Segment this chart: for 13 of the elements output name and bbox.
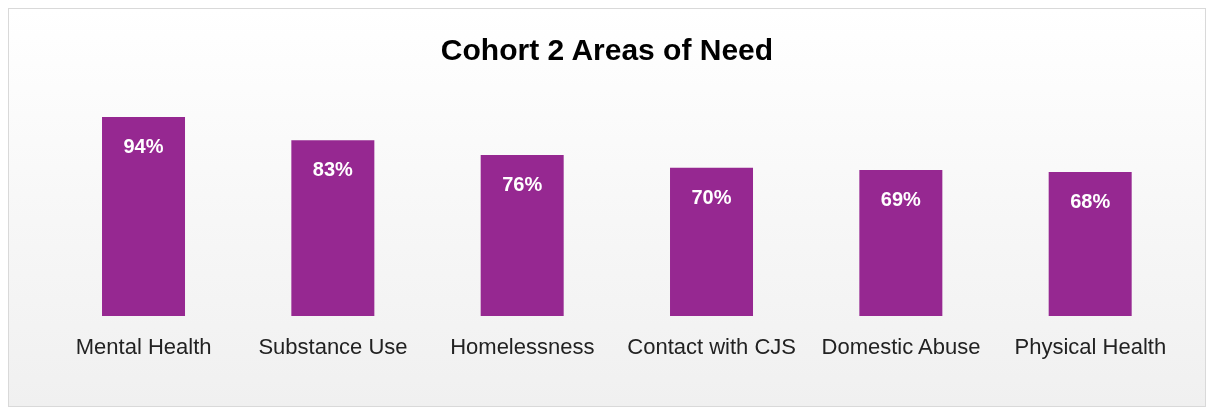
x-tick-label: Domestic Abuse [821, 333, 981, 359]
data-label: 76% [502, 173, 543, 196]
data-label: 68% [1070, 190, 1111, 213]
x-tick-label: Substance Use [258, 333, 408, 359]
data-label: 94% [123, 135, 164, 158]
x-tick-label: Mental Health [75, 333, 212, 359]
chart-title: Cohort 2 Areas of Need [439, 32, 775, 68]
x-tick-label: Contact with CJS [627, 333, 797, 359]
data-label: 69% [880, 188, 922, 211]
data-label: 70% [691, 186, 732, 209]
x-tick-label: Homelessness [450, 333, 595, 359]
data-label: 83% [312, 158, 354, 181]
x-tick-label: Physical Health [1014, 333, 1167, 359]
